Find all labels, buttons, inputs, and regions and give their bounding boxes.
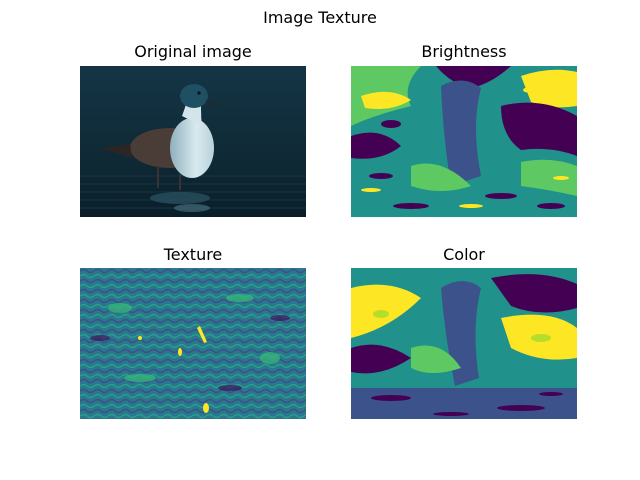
panel-title-brightness: Brightness [421, 42, 507, 61]
color-map [351, 268, 577, 419]
panel-title-texture: Texture [163, 245, 223, 264]
figure-title: Image Texture [263, 8, 377, 27]
original-image [80, 66, 306, 217]
brightness-map [351, 66, 577, 217]
panel-title-original: Original image [134, 42, 252, 61]
texture-map [80, 268, 306, 419]
panel-title-color: Color [443, 245, 485, 264]
